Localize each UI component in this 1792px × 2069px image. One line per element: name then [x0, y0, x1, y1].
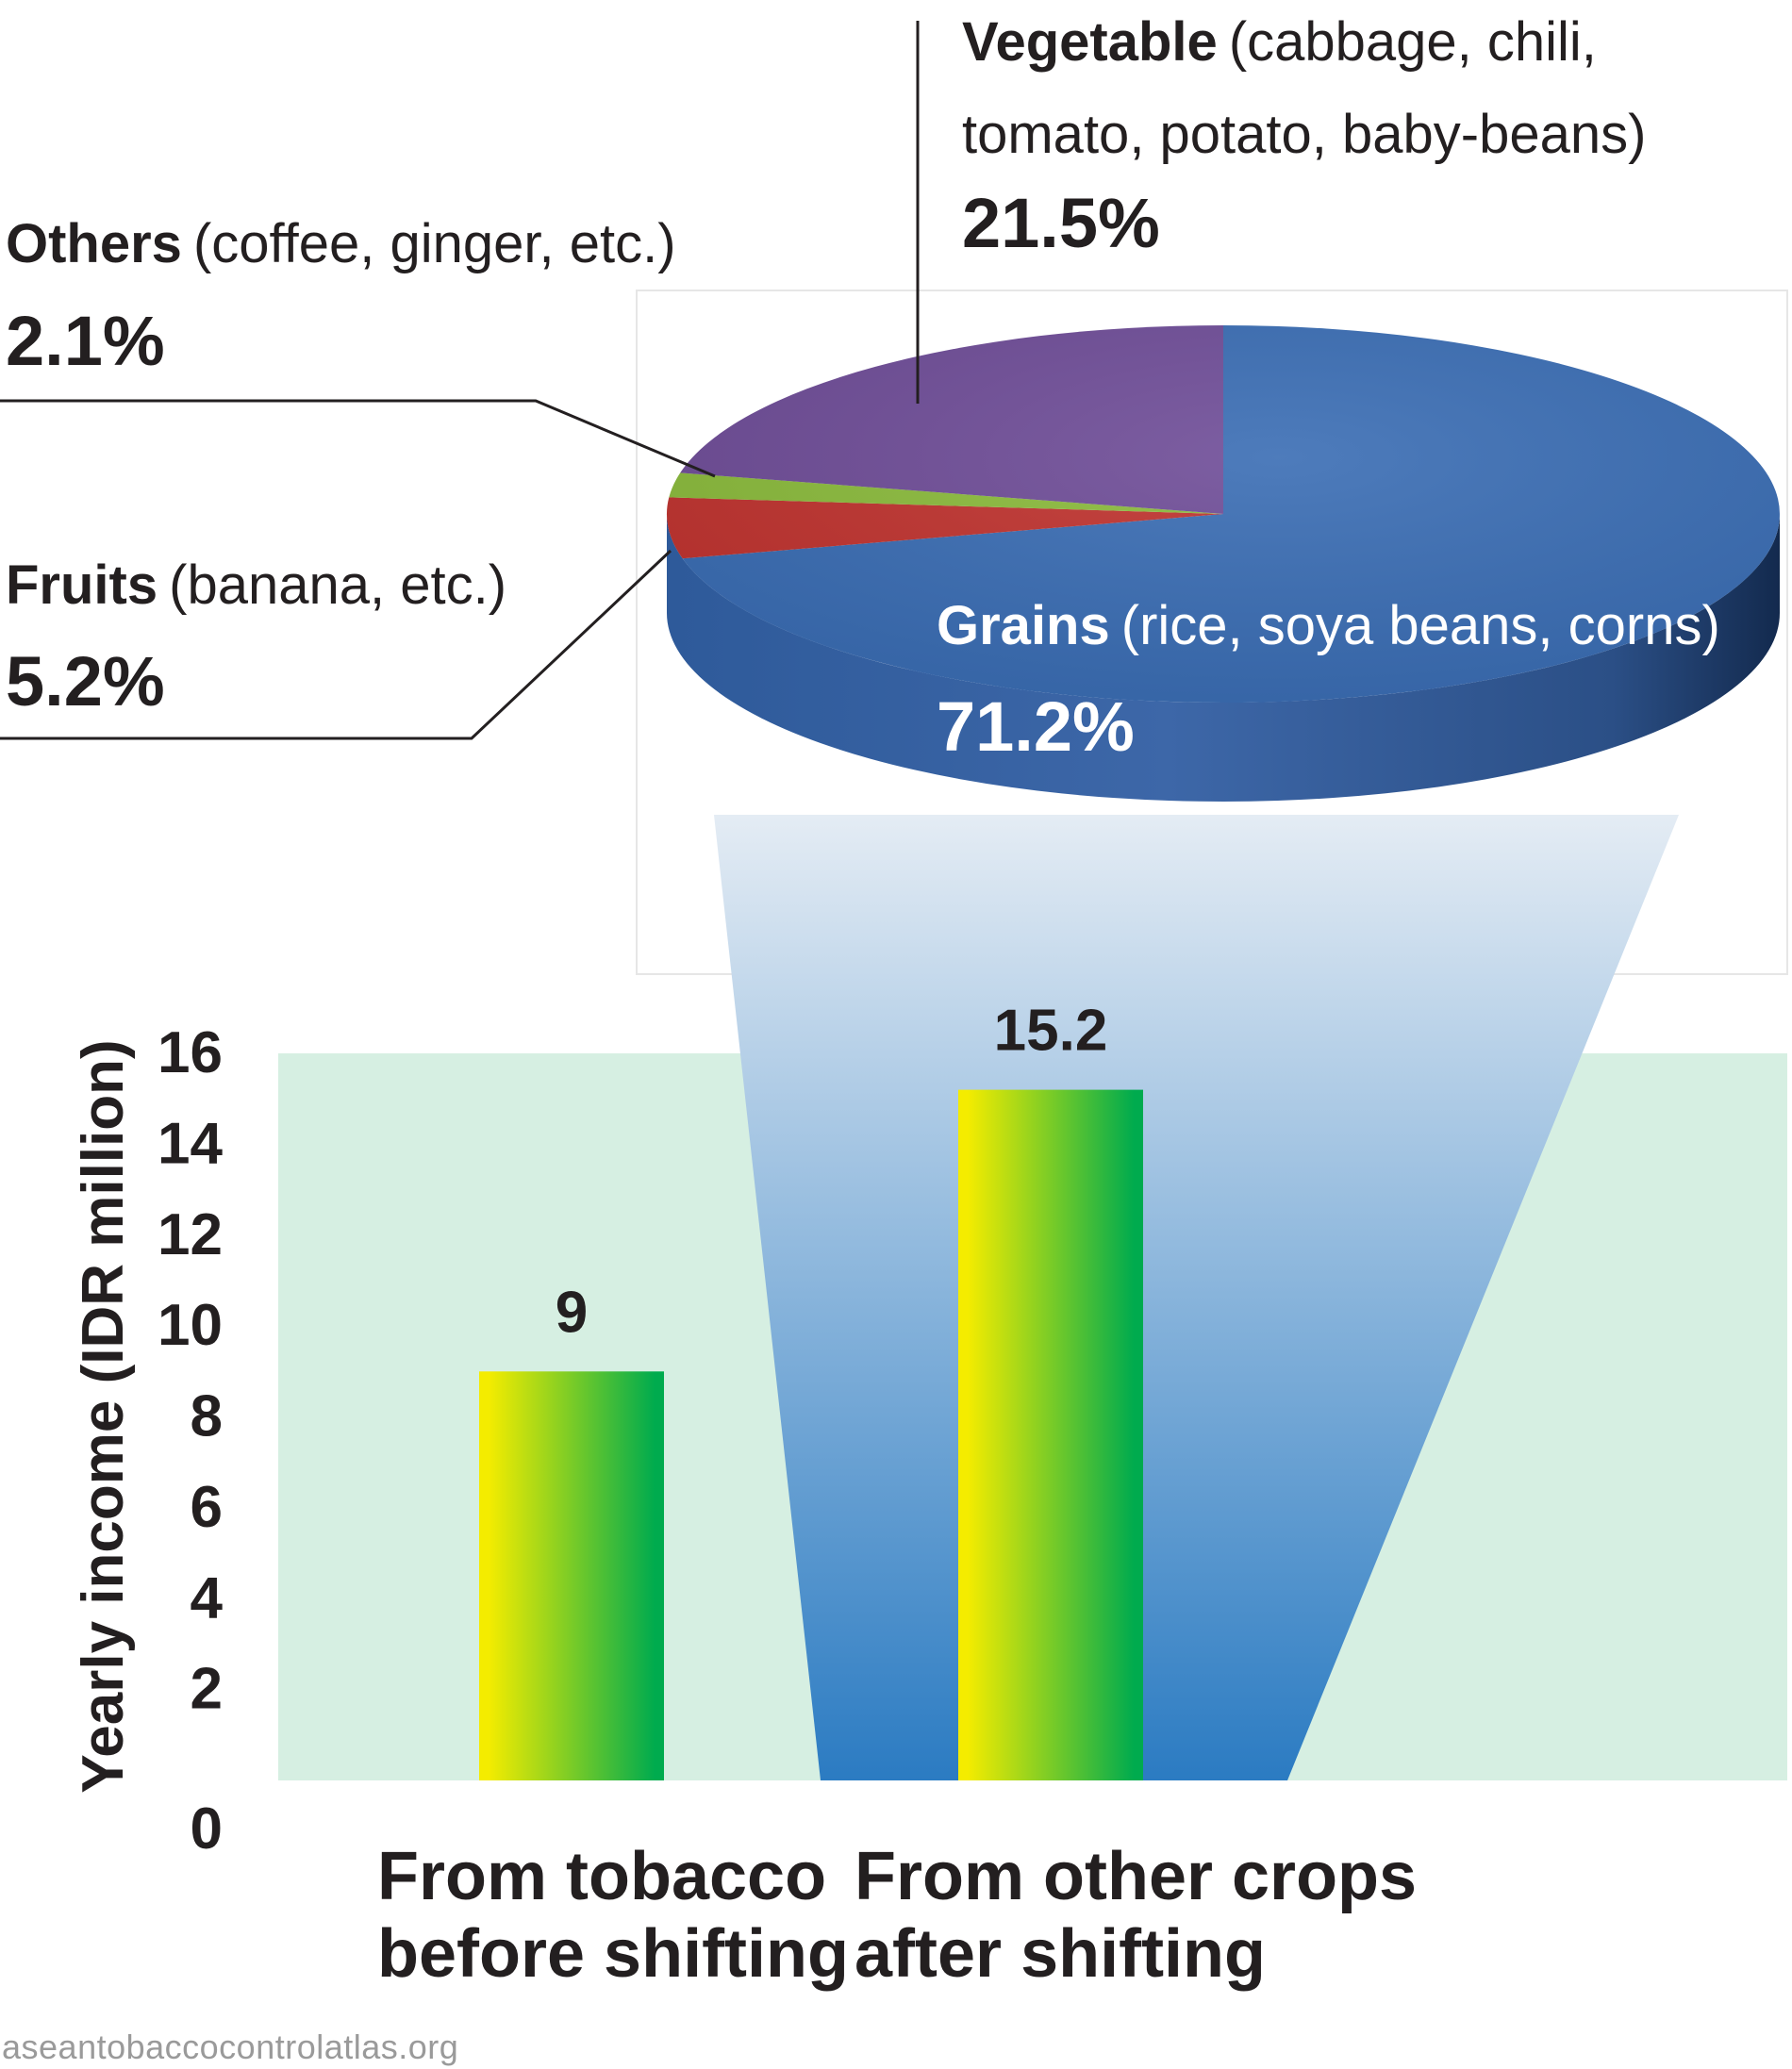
pie-side [667, 514, 1780, 802]
y-tick-label: 4 [191, 1565, 224, 1630]
category-label: From tobacco [377, 1839, 826, 1914]
pie-label-others: Others (coffee, ginger, etc.) 2.1% [6, 213, 676, 380]
category-label: after shifting [855, 1916, 1266, 1992]
pie-chart [666, 325, 1780, 802]
pie-value-fruits: 5.2% [6, 642, 165, 720]
y-tick-label: 6 [191, 1475, 223, 1540]
y-tick-label: 14 [158, 1111, 223, 1176]
pie-value-vegetable: 21.5% [962, 184, 1160, 262]
bars [479, 1089, 1143, 1780]
pie-value-others: 2.1% [6, 302, 165, 380]
pie-label-grains: Grains (rice, soya beans, corns) 71.2% [937, 595, 1720, 766]
y-tick-label: 10 [158, 1293, 223, 1358]
category-label: From other crops [855, 1839, 1417, 1914]
pie-label-vegetable: Vegetable (cabbage, chili, tomato, potato… [962, 11, 1646, 262]
leader-line-fruits [0, 549, 672, 740]
funnel-connector [714, 815, 1679, 1780]
pie-label-grains-line1: Grains (rice, soya beans, corns) [937, 595, 1720, 656]
leader-lines [0, 21, 920, 740]
y-axis-ticks: 0 2 4 6 8 10 12 14 16 [158, 1020, 223, 1862]
category-label: before shifting [377, 1916, 849, 1992]
y-tick-label: 16 [158, 1020, 223, 1085]
pie-label-vegetable-line2: tomato, potato, baby-beans) [962, 104, 1646, 165]
pie-label-fruits: Fruits (banana, etc.) 5.2% [6, 554, 506, 720]
pie-label-others-line1: Others (coffee, ginger, etc.) [6, 213, 676, 274]
pie-label-fruits-line1: Fruits (banana, etc.) [6, 554, 506, 616]
y-axis-label: Yearly income (IDR million) [71, 1039, 136, 1793]
y-tick-label: 12 [158, 1202, 223, 1267]
footer-source: aseantobaccocontrolatlas.org [2, 2028, 459, 2066]
y-tick-label: 8 [191, 1384, 223, 1449]
pie-label-vegetable-line1: Vegetable (cabbage, chili, [962, 11, 1597, 73]
leader-line-others [0, 399, 716, 478]
bar-value-labels: 915.2 [556, 999, 1108, 1346]
bar-value-label: 9 [556, 1280, 588, 1345]
y-tick-label: 0 [191, 1796, 223, 1862]
bar-2 [958, 1089, 1143, 1780]
bar-value-label: 15.2 [994, 999, 1108, 1064]
bar-1 [479, 1371, 664, 1780]
y-tick-label: 2 [191, 1657, 223, 1722]
pie-value-grains: 71.2% [937, 687, 1135, 766]
